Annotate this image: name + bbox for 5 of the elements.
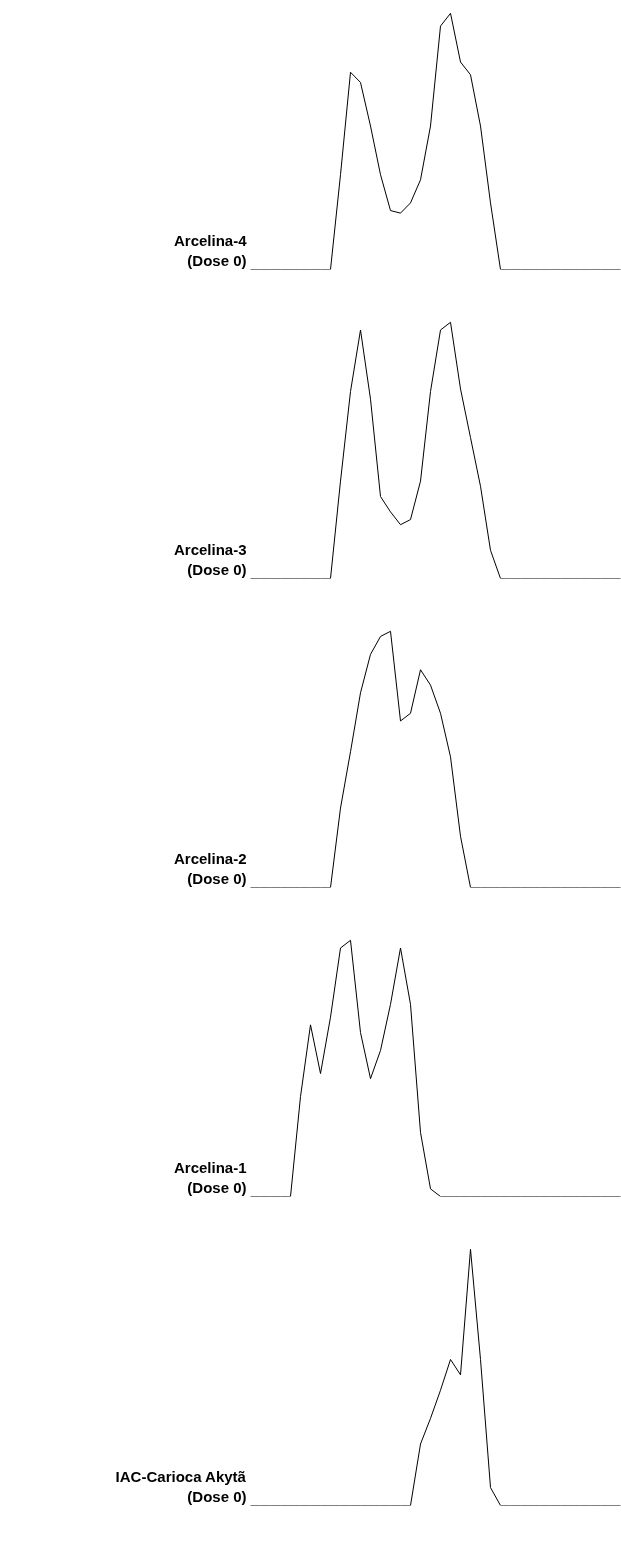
series-label: Arcelina-2 (Dose 0) xyxy=(173,850,247,888)
series-label: Arcelina-4 (Dose 0) xyxy=(173,232,248,270)
series-label: IAC-Carioca Akytã (Dose 0) xyxy=(115,1468,247,1506)
series-label: Arcelina-3 (Dose 0) xyxy=(173,541,247,579)
series-label: Arcelina-1 (Dose 0) xyxy=(173,1159,247,1197)
